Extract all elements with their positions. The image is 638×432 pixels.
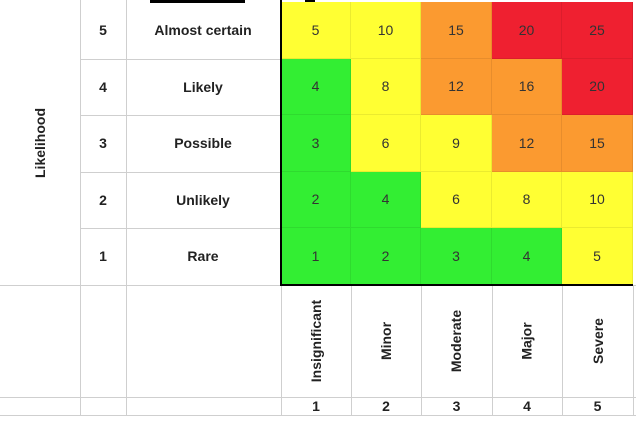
likelihood-rank: 5 xyxy=(99,22,107,39)
matrix-left-border xyxy=(280,0,282,285)
matrix-bottom-border xyxy=(280,283,633,286)
risk-cell: 10 xyxy=(351,2,421,59)
consequence-label-text: Severe xyxy=(589,317,606,364)
consequence-label: Severe xyxy=(562,285,633,398)
consequence-rank: 1 xyxy=(312,398,320,414)
risk-cell: 20 xyxy=(492,2,562,59)
risk-cell: 4 xyxy=(492,228,562,285)
risk-cell: 16 xyxy=(492,58,562,115)
likelihood-label: Unlikely xyxy=(176,191,230,208)
consequence-label: Insignificant xyxy=(281,285,351,398)
risk-cell: 10 xyxy=(562,171,633,228)
likelihood-label: Almost certain xyxy=(154,22,252,39)
consequence-rank: 3 xyxy=(452,398,461,414)
grid-line xyxy=(80,228,280,229)
grid-line xyxy=(80,171,280,173)
risk-cell: 15 xyxy=(562,115,633,172)
likelihood-rank: 4 xyxy=(99,78,107,95)
risk-cell: 3 xyxy=(421,228,492,285)
likelihood-label: Rare xyxy=(187,248,219,265)
consequence-rank: 2 xyxy=(382,398,390,414)
risk-cell: 1 xyxy=(281,228,351,285)
cropped-title-fragment xyxy=(150,0,245,3)
grid-line xyxy=(633,284,634,415)
risk-cell: 6 xyxy=(421,171,492,228)
grid-line xyxy=(562,284,563,415)
consequence-rank: 5 xyxy=(593,398,602,414)
grid-line xyxy=(80,58,280,60)
grid-line xyxy=(80,115,280,116)
consequence-label: Moderate xyxy=(421,285,492,398)
grid-line xyxy=(0,415,636,416)
consequence-label-text: Minor xyxy=(377,321,394,360)
y-axis-title-text: Likelihood xyxy=(32,108,48,179)
likelihood-rank: 1 xyxy=(99,248,107,265)
likelihood-label: Likely xyxy=(183,78,223,95)
risk-cell: 5 xyxy=(281,2,351,59)
consequence-label-text: Major xyxy=(519,322,535,360)
risk-cell: 8 xyxy=(492,171,562,228)
likelihood-rank: 2 xyxy=(99,191,107,208)
risk-cell: 6 xyxy=(351,115,421,172)
grid-line xyxy=(492,284,493,415)
grid-line xyxy=(126,0,127,415)
risk-cell: 8 xyxy=(351,58,421,115)
likelihood-rank: 3 xyxy=(99,135,107,152)
risk-cell: 2 xyxy=(281,171,351,228)
risk-cell: 2 xyxy=(351,228,421,285)
consequence-label: Major xyxy=(492,285,562,398)
consequence-rank: 4 xyxy=(523,398,531,414)
consequence-label-text: Insignificant xyxy=(308,299,325,382)
risk-cell: 5 xyxy=(562,228,633,285)
risk-cell: 4 xyxy=(281,58,351,115)
risk-cell: 9 xyxy=(421,115,492,172)
risk-cell: 20 xyxy=(562,58,633,115)
grid-line xyxy=(0,397,636,398)
grid-line xyxy=(351,284,352,415)
consequence-label: Minor xyxy=(351,285,421,398)
risk-cell: 12 xyxy=(492,115,562,172)
grid-line xyxy=(80,0,81,415)
risk-cell: 25 xyxy=(562,2,633,59)
risk-cell: 15 xyxy=(421,2,492,59)
risk-cell: 3 xyxy=(281,115,351,172)
grid-line xyxy=(281,284,282,415)
y-axis-title: Likelihood xyxy=(0,2,80,285)
risk-cell: 4 xyxy=(351,171,421,228)
grid-line xyxy=(421,284,422,415)
cropped-title-fragment xyxy=(305,0,315,3)
consequence-label-text: Moderate xyxy=(448,309,465,372)
likelihood-label: Possible xyxy=(174,135,232,152)
risk-cell: 12 xyxy=(421,58,492,115)
